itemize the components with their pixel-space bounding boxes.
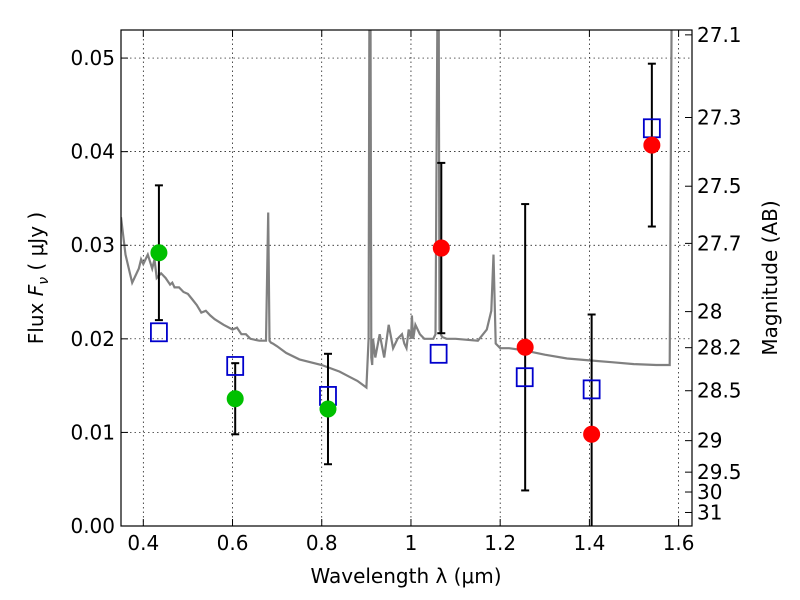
x-tick-label: 1 — [405, 531, 418, 555]
error-bars — [154, 62, 656, 526]
y2-tick-label: 29 — [697, 429, 722, 453]
model-photometry-square — [429, 343, 448, 364]
x-axis-title: Wavelength λ (μm) — [310, 564, 501, 588]
nir-detection-point — [516, 338, 534, 356]
x-tick-label: 0.6 — [217, 531, 249, 555]
data-markers — [150, 118, 661, 443]
y2-tick-label: 27.5 — [697, 174, 742, 198]
y-tick-label: 0.02 — [70, 327, 115, 351]
y2-tick-label: 29.5 — [697, 460, 742, 484]
y-axis-title-symbol: F — [24, 284, 48, 296]
y-tick-label: 0.00 — [70, 514, 115, 538]
optical-detection-point — [150, 244, 168, 262]
y-tick-label: 0.01 — [70, 420, 115, 444]
axis-ticks — [121, 30, 692, 527]
y2-tick-label: 27.3 — [697, 105, 742, 129]
model-photometry-square — [582, 379, 601, 400]
y2-axis-title: Magnitude (AB) — [758, 200, 782, 355]
plot-frame — [120, 29, 693, 527]
y-tick-label: 0.04 — [70, 140, 115, 164]
y-axis-title: Flux Fν ( μJy ) — [24, 212, 52, 344]
grid-lines — [121, 30, 692, 527]
nir-detection-point — [643, 136, 661, 154]
y2-tick-label: 28.5 — [697, 379, 742, 403]
tick-labels: 0.4 0.6 0.8 1 1.2 1.4 1.6 0.00 0.01 0.02 0.03 0.04 0… — [70, 23, 741, 555]
plot-area — [121, 30, 673, 526]
y-tick-label: 0.03 — [70, 233, 115, 257]
x-tick-label: 1.6 — [663, 531, 695, 555]
optical-detection-point — [319, 400, 337, 418]
model-photometry-square — [226, 356, 245, 376]
nir-detection-point — [583, 425, 601, 443]
y-tick-label: 0.05 — [70, 46, 115, 70]
y2-tick-label: 30 — [697, 480, 722, 504]
x-tick-label: 1.4 — [573, 531, 605, 555]
y-axis-title-suffix: ( μJy ) — [24, 212, 48, 277]
model-spectrum-line — [121, 30, 673, 390]
x-tick-label: 0.4 — [127, 531, 159, 555]
y2-tick-label: 31 — [697, 500, 722, 524]
y2-tick-label: 28.2 — [697, 336, 742, 360]
y-axis-title-prefix: Flux — [24, 296, 48, 344]
y2-tick-label: 27.1 — [697, 23, 742, 47]
model-photometry-square — [515, 367, 534, 388]
optical-detection-point — [226, 390, 244, 408]
y-axis-title-subscript: ν — [36, 277, 52, 285]
x-tick-label: 0.8 — [306, 531, 338, 555]
x-tick-label: 1.2 — [484, 531, 516, 555]
nir-detection-point — [432, 239, 450, 257]
model-photometry-square — [150, 322, 168, 343]
y2-tick-label: 28 — [697, 300, 722, 324]
y2-tick-label: 27.7 — [697, 231, 742, 255]
